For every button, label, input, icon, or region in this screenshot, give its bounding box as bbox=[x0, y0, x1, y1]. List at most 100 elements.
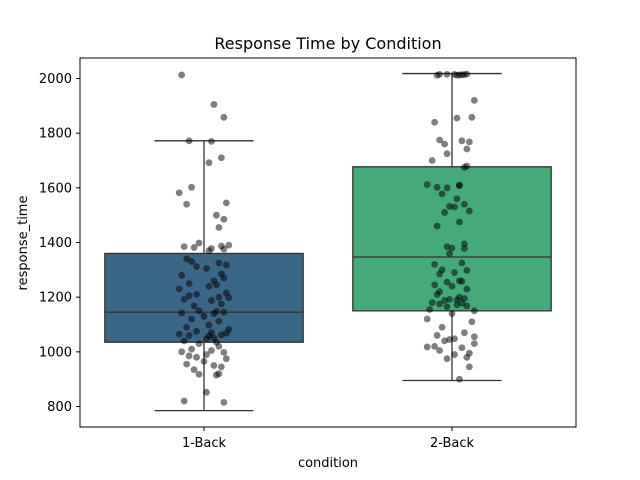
point-2-back-64 bbox=[463, 302, 471, 310]
point-2-back-50 bbox=[431, 281, 439, 289]
point-2-back-84 bbox=[451, 351, 458, 358]
point-2-back-88 bbox=[456, 375, 463, 383]
point-1-back-52 bbox=[215, 317, 223, 325]
point-1-back-41 bbox=[180, 295, 188, 303]
point-1-back-40 bbox=[225, 294, 233, 302]
point-1-back-10 bbox=[183, 200, 191, 208]
point-1-back-74 bbox=[185, 352, 193, 360]
x-axis: 1-Back 2-Back bbox=[182, 427, 475, 451]
point-1-back-43 bbox=[217, 300, 225, 308]
box-2-back bbox=[352, 72, 552, 382]
point-1-back-33 bbox=[213, 281, 220, 289]
points-layer bbox=[175, 70, 478, 406]
point-2-back-27 bbox=[438, 190, 446, 198]
point-2-back-38 bbox=[448, 244, 456, 252]
point-2-back-86 bbox=[443, 355, 451, 363]
point-1-back-2 bbox=[220, 113, 228, 121]
point-2-back-30 bbox=[446, 203, 453, 210]
point-1-back-64 bbox=[203, 335, 210, 343]
point-2-back-18 bbox=[443, 150, 451, 158]
y-tick-label-800: 800 bbox=[47, 400, 72, 415]
point-1-back-35 bbox=[175, 285, 183, 293]
point-2-back-46 bbox=[436, 270, 443, 278]
point-2-back-36 bbox=[461, 240, 468, 248]
point-1-back-85 bbox=[203, 388, 210, 396]
point-1-back-45 bbox=[195, 307, 203, 315]
point-2-back-14 bbox=[458, 137, 466, 145]
y-tick-label-1000: 1000 bbox=[39, 345, 72, 360]
point-1-back-4 bbox=[208, 137, 215, 145]
chart-title: Response Time by Condition bbox=[214, 34, 441, 53]
point-2-back-81 bbox=[458, 344, 466, 352]
point-2-back-73 bbox=[433, 332, 441, 339]
point-2-back-25 bbox=[433, 183, 441, 191]
point-2-back-66 bbox=[426, 306, 434, 313]
point-1-back-73 bbox=[203, 351, 210, 358]
point-1-back-7 bbox=[188, 183, 196, 191]
point-2-back-10 bbox=[468, 113, 476, 121]
point-1-back-48 bbox=[178, 309, 186, 317]
point-2-back-31 bbox=[451, 203, 458, 211]
point-1-back-72 bbox=[220, 348, 228, 356]
point-1-back-5 bbox=[217, 154, 225, 162]
point-2-back-35 bbox=[433, 222, 441, 230]
point-2-back-9 bbox=[470, 96, 478, 104]
point-2-back-24 bbox=[456, 182, 463, 190]
point-2-back-63 bbox=[453, 301, 461, 309]
point-2-back-82 bbox=[436, 347, 443, 354]
point-1-back-17 bbox=[180, 243, 188, 251]
point-1-back-49 bbox=[210, 310, 218, 317]
point-1-back-77 bbox=[200, 358, 208, 365]
point-1-back-47 bbox=[220, 308, 228, 316]
point-1-back-83 bbox=[195, 370, 203, 378]
point-1-back-21 bbox=[205, 247, 213, 255]
point-2-back-16 bbox=[441, 140, 448, 148]
point-1-back-11 bbox=[213, 211, 220, 219]
point-2-back-6 bbox=[451, 71, 458, 78]
point-2-back-79 bbox=[431, 342, 439, 350]
point-1-back-39 bbox=[215, 293, 223, 301]
point-1-back-34 bbox=[205, 282, 213, 290]
point-1-back-18 bbox=[190, 244, 198, 251]
point-1-back-79 bbox=[210, 362, 218, 369]
point-2-back-87 bbox=[465, 363, 473, 371]
point-1-back-65 bbox=[180, 337, 188, 345]
point-2-back-8 bbox=[433, 71, 441, 79]
point-1-back-26 bbox=[193, 263, 200, 270]
point-1-back-84 bbox=[213, 371, 220, 379]
x-tick-label-1-back: 1-Back bbox=[182, 436, 227, 451]
point-1-back-23 bbox=[188, 258, 196, 266]
point-2-back-32 bbox=[465, 207, 473, 215]
point-1-back-27 bbox=[203, 265, 210, 272]
point-1-back-37 bbox=[193, 291, 200, 298]
x-tick-label-2-back: 2-Back bbox=[430, 436, 475, 451]
y-axis-label: response_time bbox=[16, 196, 31, 291]
point-1-back-42 bbox=[208, 297, 215, 304]
point-1-back-24 bbox=[215, 259, 223, 267]
box-1-back bbox=[104, 140, 304, 412]
point-2-back-40 bbox=[446, 250, 453, 257]
point-2-back-67 bbox=[470, 307, 478, 315]
y-tick-label-1600: 1600 bbox=[39, 181, 72, 196]
point-2-back-15 bbox=[465, 138, 473, 146]
point-1-back-54 bbox=[183, 323, 191, 331]
y-tick-label-2000: 2000 bbox=[39, 72, 72, 87]
point-1-back-80 bbox=[217, 363, 225, 371]
point-2-back-41 bbox=[458, 259, 466, 267]
point-2-back-78 bbox=[470, 340, 478, 348]
point-2-back-39 bbox=[461, 245, 468, 252]
point-1-back-51 bbox=[188, 315, 196, 323]
point-2-back-60 bbox=[428, 299, 436, 307]
point-1-back-86 bbox=[180, 397, 188, 405]
point-1-back-87 bbox=[220, 399, 228, 406]
point-1-back-0 bbox=[178, 71, 186, 79]
point-1-back-20 bbox=[220, 245, 228, 253]
y-tick-label-1200: 1200 bbox=[39, 291, 72, 306]
point-2-back-22 bbox=[423, 181, 431, 188]
point-2-back-72 bbox=[461, 329, 468, 337]
point-2-back-74 bbox=[470, 333, 478, 341]
point-1-back-1 bbox=[210, 101, 218, 108]
point-2-back-12 bbox=[431, 118, 439, 126]
point-1-back-75 bbox=[193, 353, 200, 361]
